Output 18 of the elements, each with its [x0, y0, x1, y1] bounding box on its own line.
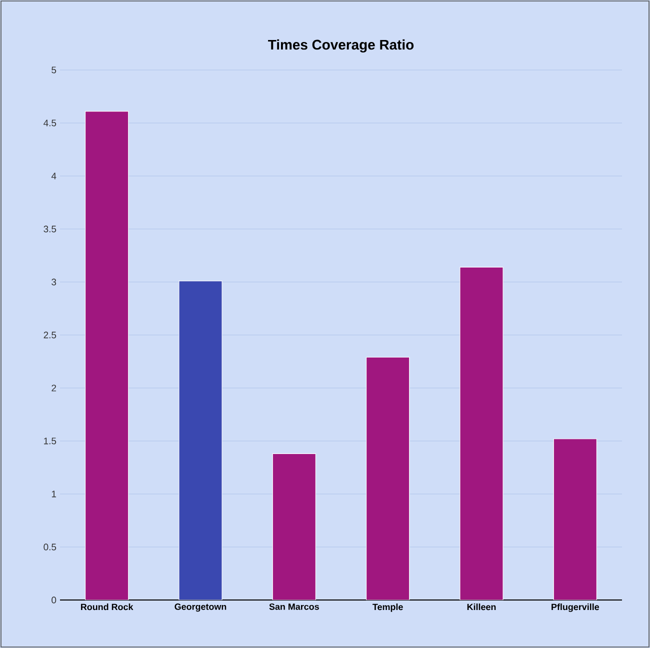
- y-tick-label: 4: [51, 172, 56, 180]
- y-tick-label: 4.5: [44, 120, 56, 126]
- x-tick-label: Temple: [372, 604, 403, 612]
- y-tick-label: 0: [52, 596, 56, 604]
- y-tick-label: 2: [52, 384, 56, 392]
- y-tick-label: 5: [52, 66, 56, 74]
- y-tick-label: 1: [52, 490, 56, 498]
- y-tick-label: 3: [52, 278, 56, 286]
- y-tick-label: 1.5: [44, 438, 56, 444]
- y-tick-label: 0.5: [44, 544, 56, 550]
- x-tick-label: San Marcos: [269, 604, 319, 610]
- x-tick-label: Killeen: [467, 604, 496, 610]
- y-tick-label: 2.5: [44, 332, 56, 338]
- x-tick-label: Georgetown: [174, 604, 226, 612]
- x-tick-label: Round Rock: [81, 604, 134, 610]
- x-tick-label: Pflugerville: [552, 604, 600, 612]
- y-tick-label: 3.5: [44, 226, 56, 232]
- chart-title: Times Coverage Ratio: [268, 39, 414, 52]
